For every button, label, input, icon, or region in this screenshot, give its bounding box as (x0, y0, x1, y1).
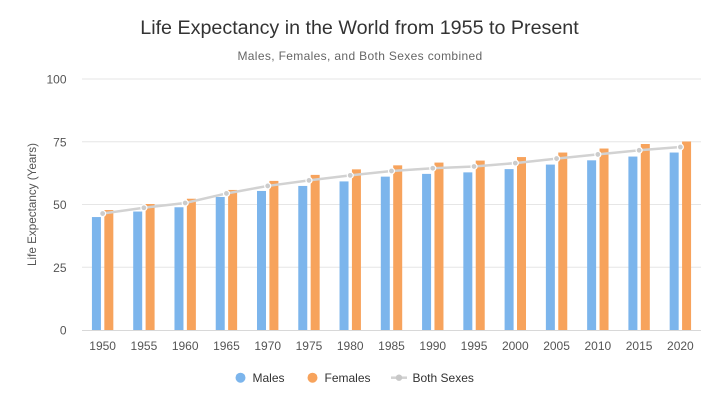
svg-text:75: 75 (53, 135, 67, 149)
svg-text:1985: 1985 (378, 339, 405, 353)
svg-text:25: 25 (53, 261, 67, 275)
svg-text:Males, Females, and Both Sexes: Males, Females, and Both Sexes combined (237, 49, 482, 63)
svg-text:2000: 2000 (502, 339, 529, 353)
svg-text:1960: 1960 (172, 339, 199, 353)
svg-text:50: 50 (53, 198, 67, 212)
svg-text:100: 100 (46, 73, 66, 87)
svg-text:Males: Males (253, 371, 285, 385)
svg-text:2010: 2010 (584, 339, 611, 353)
svg-text:Females: Females (325, 371, 371, 385)
svg-text:Life Expectancy in the World f: Life Expectancy in the World from 1955 t… (140, 17, 579, 39)
svg-text:Life Expectancy (Years): Life Expectancy (Years) (26, 143, 39, 266)
svg-text:Both Sexes: Both Sexes (413, 371, 474, 385)
svg-text:1955: 1955 (131, 339, 158, 353)
svg-text:1990: 1990 (419, 339, 446, 353)
svg-text:1965: 1965 (213, 339, 240, 353)
svg-text:2005: 2005 (543, 339, 570, 353)
svg-text:0: 0 (60, 324, 67, 338)
svg-text:1970: 1970 (254, 339, 281, 353)
svg-text:2020: 2020 (667, 339, 694, 353)
svg-text:1975: 1975 (296, 339, 323, 353)
svg-text:1950: 1950 (89, 339, 116, 353)
svg-text:2015: 2015 (626, 339, 653, 353)
svg-text:1995: 1995 (461, 339, 488, 353)
svg-text:1980: 1980 (337, 339, 364, 353)
